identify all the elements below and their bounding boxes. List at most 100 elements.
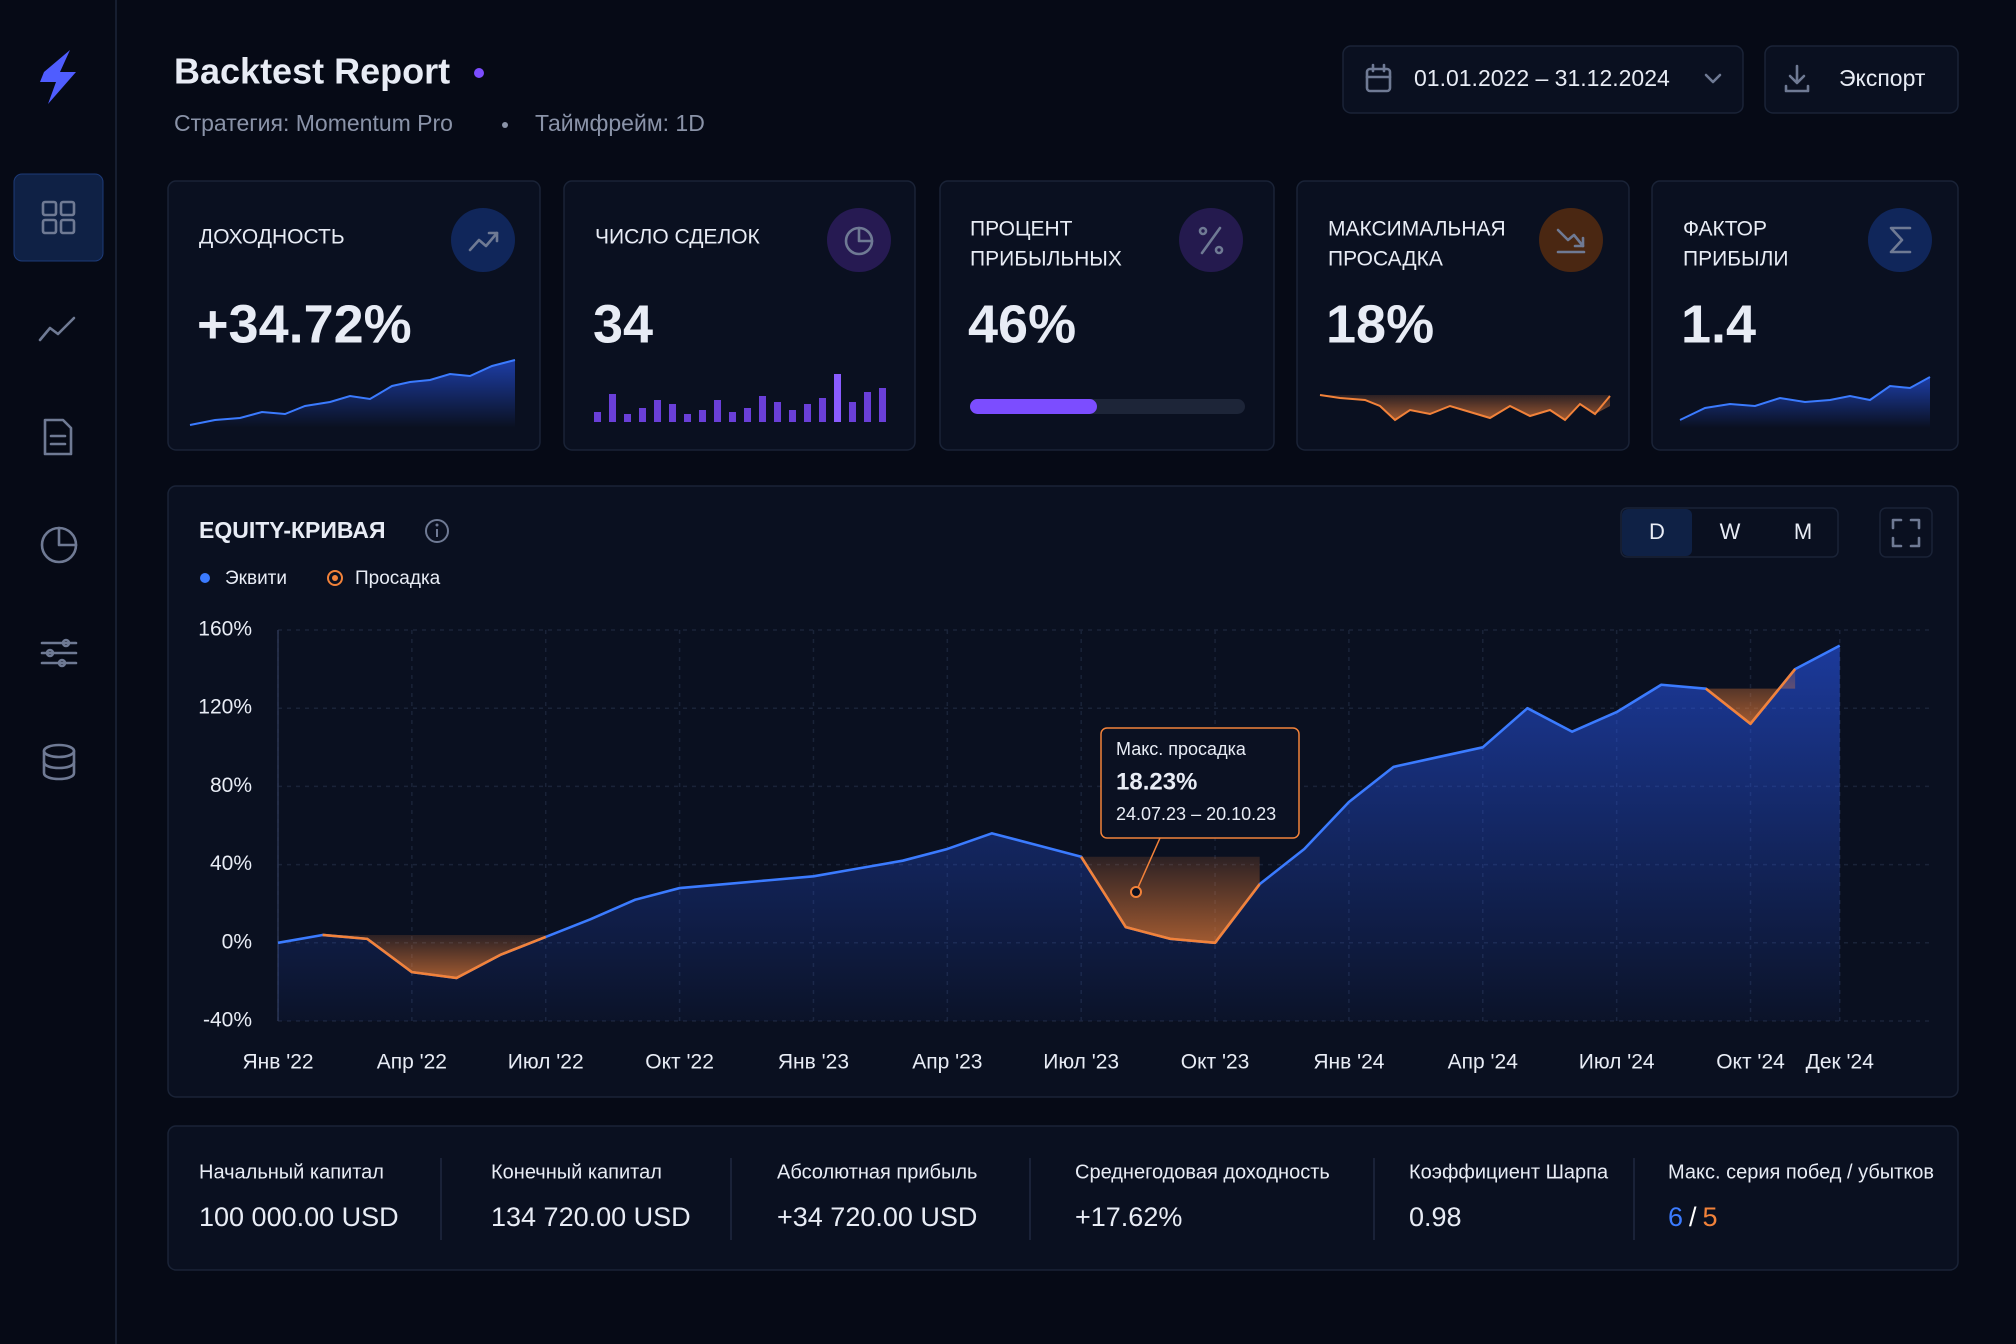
summary-label: Конечный капитал — [491, 1161, 662, 1183]
download-icon — [1784, 64, 1810, 93]
legend-swatch — [332, 575, 338, 581]
sparkline — [1679, 376, 1931, 421]
kpi-label: ЧИСЛО СДЕЛОК — [595, 226, 761, 249]
y-tick-label: 160% — [198, 618, 252, 641]
export-label: Экспорт — [1839, 65, 1926, 91]
x-tick-label: Апр '22 — [377, 1051, 447, 1074]
timeframe: Таймфрейм: 1D — [535, 110, 705, 136]
wins: 6 — [1668, 1202, 1683, 1232]
drawdown-line — [322, 933, 547, 980]
sparkline-area — [190, 360, 515, 428]
legend-label: Эквити — [225, 568, 287, 589]
separator-dot — [502, 122, 508, 128]
kpi-label: ПРИБЫЛИ — [1683, 248, 1788, 271]
logo[interactable] — [40, 50, 76, 104]
period-option[interactable]: M — [1794, 519, 1812, 544]
date-range: 01.01.2022 – 31.12.2024 — [1414, 65, 1670, 91]
period-option[interactable]: D — [1649, 519, 1665, 544]
annotation-title: Макс. просадка — [1116, 739, 1247, 759]
kpi-icon — [451, 208, 515, 272]
nav-settings[interactable] — [40, 638, 78, 668]
legend-swatch — [327, 570, 343, 586]
annotation-box — [1100, 727, 1300, 839]
kpi-card — [563, 180, 916, 451]
summary-separators — [440, 1158, 1635, 1240]
fullscreen-icon — [1891, 518, 1921, 548]
period-option[interactable]: W — [1720, 519, 1741, 544]
summary-value: +17.62% — [1075, 1202, 1182, 1232]
annotation-period: 24.07.23 – 20.10.23 — [1116, 804, 1276, 824]
summary-value: +34 720.00 USD — [777, 1202, 977, 1232]
slash: / — [1689, 1202, 1697, 1232]
y-tick-label: 40% — [210, 852, 252, 875]
chevron — [1704, 73, 1722, 84]
kpi-value: +34.72% — [197, 294, 412, 354]
nav-portfolio[interactable] — [40, 526, 78, 564]
equity-area — [278, 645, 1840, 1021]
kpi-value: 1.4 — [1681, 294, 1756, 354]
losses: 5 — [1703, 1202, 1718, 1232]
x-tick-label: Янв '22 — [242, 1051, 313, 1074]
x-tick-label: Янв '23 — [778, 1051, 849, 1074]
summary-label: Коэффициент Шарпа — [1409, 1161, 1609, 1183]
x-tick-label: Апр '24 — [1448, 1051, 1519, 1074]
y-tick-label: 120% — [198, 696, 252, 719]
x-tick-label: Окт '24 — [1716, 1051, 1785, 1074]
annotation-pointer — [1135, 837, 1161, 893]
drawdown-area — [1081, 856, 1260, 943]
kpi-icon-glyph — [468, 231, 499, 252]
y-tick-label: 80% — [210, 774, 252, 797]
kpi-value: 34 — [593, 294, 653, 354]
kpi-label: ПРОЦЕНТ — [970, 218, 1073, 241]
strategy: Стратегия: Momentum Pro — [174, 110, 453, 136]
kpi-icon-glyph — [1556, 228, 1586, 254]
x-tick-label: Янв '24 — [1313, 1051, 1384, 1074]
nav-database[interactable] — [42, 743, 76, 781]
kpi-label: ПРОСАДКА — [1328, 248, 1443, 271]
y-tick-label: 0% — [222, 930, 252, 953]
progress-fill — [970, 399, 1097, 414]
x-tick-label: Июл '23 — [1043, 1051, 1119, 1074]
chart-title: EQUITY-КРИВАЯ — [199, 517, 386, 543]
nav-analytics[interactable] — [38, 316, 76, 342]
page-title: Backtest Report — [174, 51, 450, 92]
status-dot — [474, 68, 484, 78]
x-tick-label: Окт '22 — [645, 1051, 714, 1074]
sparkline-bars — [594, 374, 886, 422]
drawdown-area — [1705, 669, 1796, 724]
summary-label: Абсолютная прибыль — [777, 1161, 977, 1183]
summary-label: Начальный капитал — [199, 1161, 384, 1183]
kpi-icon-glyph — [487, 231, 499, 243]
legend-swatch — [200, 573, 210, 583]
calendar-icon — [1365, 63, 1392, 93]
kpi-label: ДОХОДНОСТЬ — [199, 226, 345, 249]
x-tick-label: Июл '22 — [508, 1051, 584, 1074]
drawdown-line — [1705, 668, 1797, 726]
annotation-value: 18.23% — [1116, 768, 1197, 795]
kpi-label: МАКСИМАЛЬНАЯ — [1328, 218, 1506, 241]
export-button[interactable] — [1764, 45, 1959, 114]
sparkline — [189, 359, 516, 426]
kpi-icon — [1539, 208, 1603, 272]
nav-active[interactable] — [13, 173, 104, 262]
legend-label: Просадка — [355, 568, 441, 589]
nav-dashboard[interactable] — [41, 200, 76, 235]
summary-card — [167, 1125, 1959, 1271]
period-active — [1622, 509, 1692, 556]
summary-value: 6/5 — [1668, 1202, 1718, 1232]
x-tick-label: Апр '23 — [912, 1051, 982, 1074]
y-tick-label: -40% — [203, 1009, 252, 1032]
sparkline — [1319, 394, 1611, 422]
date-range-button[interactable] — [1342, 45, 1744, 114]
info-icon[interactable] — [425, 519, 449, 543]
summary-label: Среднегодовая доходность — [1075, 1161, 1330, 1183]
nav-reports[interactable] — [43, 418, 73, 456]
kpi-icon-glyph — [1889, 226, 1912, 254]
kpi-icon-glyph — [1198, 226, 1224, 255]
annotation-point — [1130, 886, 1142, 898]
fullscreen-button[interactable] — [1879, 507, 1933, 558]
summary-value: 100 000.00 USD — [199, 1202, 399, 1232]
kpi-icon — [1868, 208, 1932, 272]
